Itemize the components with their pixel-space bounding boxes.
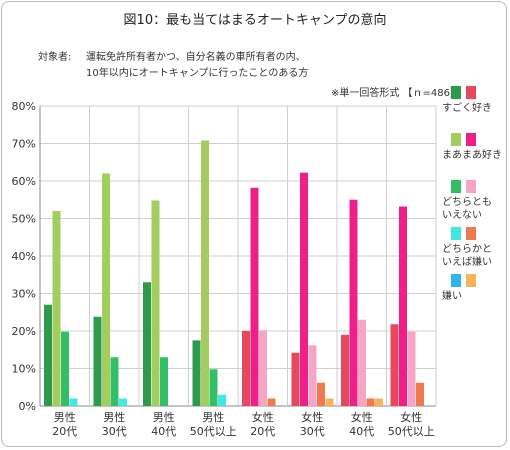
bar (119, 398, 127, 406)
y-tick-label: 60% (12, 175, 36, 188)
y-tick-label: 40% (12, 250, 36, 263)
bar (407, 331, 416, 406)
bar (250, 187, 259, 406)
legend-label: まあまあ好き (442, 149, 502, 161)
subject-label: 対象者: (38, 52, 72, 63)
sample-note: ※単一回答形式 【ｎ=486】 (330, 88, 460, 99)
x-tick-label: 30代 (300, 425, 325, 438)
bar (259, 330, 267, 406)
bar (366, 398, 375, 406)
bar (325, 398, 334, 406)
bar (218, 394, 226, 406)
bar (341, 334, 349, 406)
x-tick-label: 40代 (349, 425, 374, 438)
y-tick-label: 70% (12, 138, 36, 151)
bar (358, 319, 366, 406)
bar (151, 200, 160, 406)
legend-label: 嫌い (442, 289, 462, 302)
bar (267, 398, 276, 406)
x-tick-label: 男性 (103, 410, 125, 424)
legend-swatch-male (451, 133, 461, 146)
bar (61, 331, 69, 406)
bar (201, 140, 209, 406)
bar (102, 173, 110, 406)
y-tick-label: 20% (12, 325, 36, 338)
bar (52, 211, 61, 406)
x-tick-label: 20代 (250, 425, 275, 438)
bar (69, 398, 78, 406)
legend-swatch-female (466, 133, 476, 146)
bar (242, 331, 250, 406)
x-tick-label: 女性 (252, 410, 274, 424)
subject-line-2: 10年以内にオートキャンプに行ったことのある方 (86, 68, 309, 79)
x-tick-label: 男性 (153, 410, 175, 424)
x-tick-label: 40代 (151, 425, 176, 438)
x-tick-label: 女性 (351, 410, 373, 424)
legend-swatch-female (466, 180, 476, 193)
bar (399, 206, 407, 406)
legend-swatch-male (451, 274, 461, 287)
bar (291, 352, 300, 406)
bar (317, 382, 325, 406)
x-tick-label: 女性 (301, 410, 323, 424)
legend-swatch-male (451, 180, 461, 193)
bar (375, 398, 383, 406)
legend-swatch-male (451, 86, 461, 99)
x-tick-label: 女性 (400, 410, 422, 424)
y-tick-label: 50% (12, 213, 36, 226)
x-tick-label: 30代 (102, 425, 127, 438)
legend-label: どちらかと (442, 243, 492, 255)
bar (143, 282, 151, 406)
bar (300, 172, 308, 406)
legend-swatch-female (466, 274, 476, 287)
bar (308, 345, 317, 406)
legend-label: どちらとも (442, 196, 492, 208)
legend-swatch-female (466, 227, 476, 240)
legend-label: いえば嫌い (442, 255, 492, 268)
legend-swatch-male (451, 227, 461, 240)
bar (160, 357, 168, 406)
bar (416, 382, 424, 406)
legend-label: すごく好き (442, 101, 492, 114)
x-tick-label: 男性 (54, 410, 76, 424)
x-tick-label: 男性 (202, 410, 224, 424)
bar (349, 199, 358, 406)
y-tick-label: 10% (12, 363, 36, 376)
y-tick-label: 0% (19, 400, 36, 413)
legend-label: いえない (442, 209, 482, 221)
subject-note: 対象者: 運転免許所有者かつ、自分名義の車所有者の内、 10年以内にオートキャンプ… (38, 50, 308, 82)
y-tick-label: 30% (12, 288, 36, 301)
bar (390, 324, 399, 406)
x-tick-label: 50代以上 (388, 425, 435, 438)
bar (209, 369, 218, 406)
bar (192, 340, 201, 406)
x-tick-label: 20代 (52, 425, 77, 438)
subject-line-1: 運転免許所有者かつ、自分名義の車所有者の内、 (86, 52, 306, 63)
chart-title: 図10：最も当てはまるオートキャンプの意向 (123, 13, 387, 28)
x-tick-label: 50代以上 (190, 425, 237, 438)
y-tick-label: 80% (12, 100, 36, 113)
bar (110, 357, 119, 406)
bar (93, 316, 102, 406)
legend-swatch-female (466, 86, 476, 99)
bar (44, 304, 52, 406)
